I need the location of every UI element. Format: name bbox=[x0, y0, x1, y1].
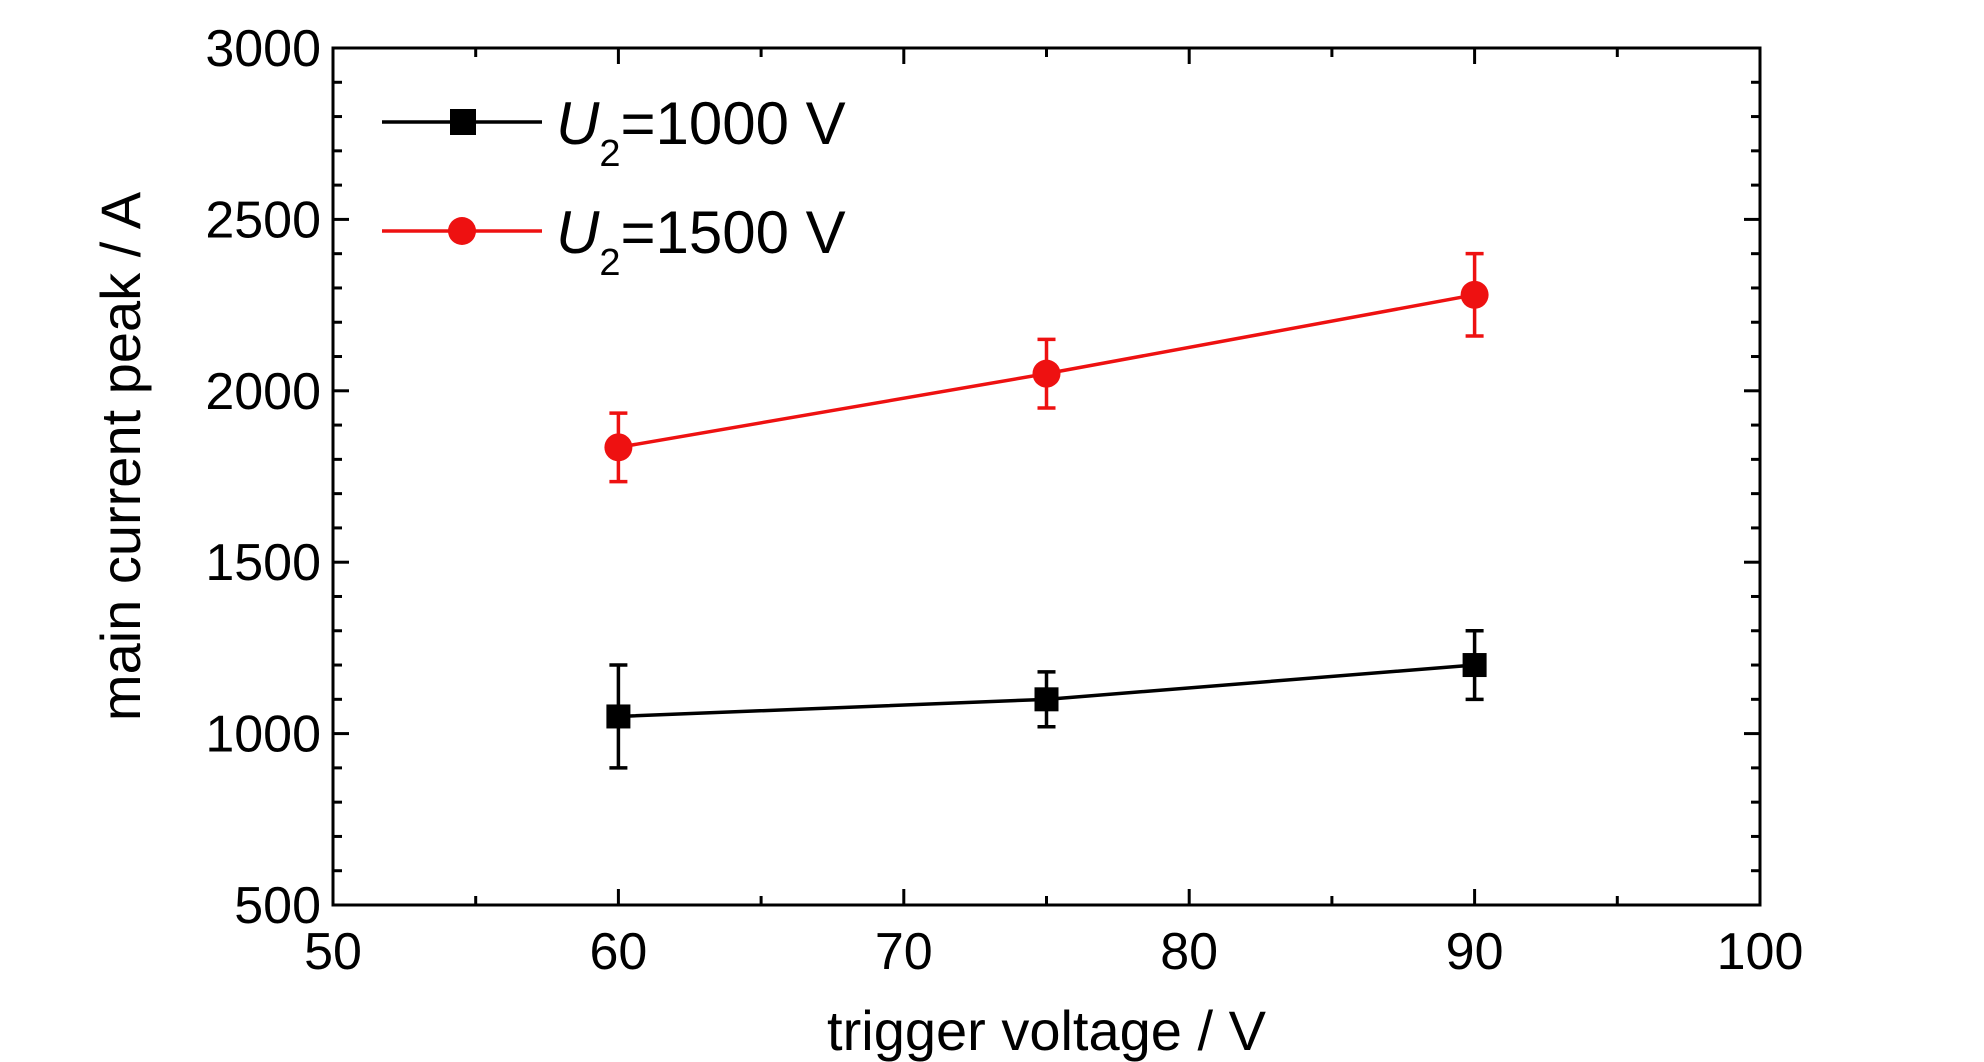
y-tick-label: 3000 bbox=[205, 20, 321, 78]
plot-area bbox=[604, 251, 1489, 770]
legend-marker bbox=[448, 217, 476, 245]
legend: U2=1000 VU2=1500 V bbox=[382, 90, 846, 284]
y-tick-label: 2500 bbox=[205, 191, 321, 249]
plot-frame bbox=[331, 46, 1762, 907]
x-tick-label: 70 bbox=[875, 923, 933, 981]
data-point bbox=[1460, 280, 1489, 309]
data-point bbox=[1462, 653, 1487, 678]
legend-label: U2=1500 V bbox=[556, 199, 846, 284]
series-2 bbox=[604, 251, 1489, 484]
legend-label-subscript: 2 bbox=[599, 133, 620, 175]
y-tick-label: 500 bbox=[234, 877, 321, 935]
x-tick-label: 90 bbox=[1446, 923, 1504, 981]
x-tick-label: 80 bbox=[1160, 923, 1218, 981]
data-point bbox=[606, 704, 631, 729]
y-axis-title: main current peak / A bbox=[89, 191, 152, 721]
series-1 bbox=[606, 629, 1487, 770]
y-tick-label: 1500 bbox=[205, 534, 321, 592]
data-point bbox=[1032, 359, 1061, 388]
legend-label-text: =1000 V bbox=[620, 90, 845, 157]
legend-entry-1: U2=1000 V bbox=[382, 90, 846, 175]
legend-marker bbox=[450, 109, 476, 135]
legend-label-symbol: U bbox=[556, 199, 600, 266]
data-point bbox=[1034, 687, 1059, 712]
y-tick-label: 2000 bbox=[205, 363, 321, 421]
data-point bbox=[604, 433, 633, 462]
x-axis-title: trigger voltage / V bbox=[827, 999, 1267, 1062]
legend-label-symbol: U bbox=[556, 90, 600, 157]
x-tick-label: 100 bbox=[1717, 923, 1804, 981]
legend-label-text: =1500 V bbox=[620, 199, 845, 266]
x-tick-label: 50 bbox=[304, 923, 362, 981]
legend-entry-2: U2=1500 V bbox=[382, 199, 846, 284]
x-tick-label: 60 bbox=[589, 923, 647, 981]
legend-label-subscript: 2 bbox=[599, 242, 620, 284]
legend-label: U2=1000 V bbox=[556, 90, 846, 175]
y-tick-label: 1000 bbox=[205, 706, 321, 764]
axes: 50 60 70 80 90 100 500 1000 1500 2000 2500 3000 bbox=[205, 20, 1803, 981]
